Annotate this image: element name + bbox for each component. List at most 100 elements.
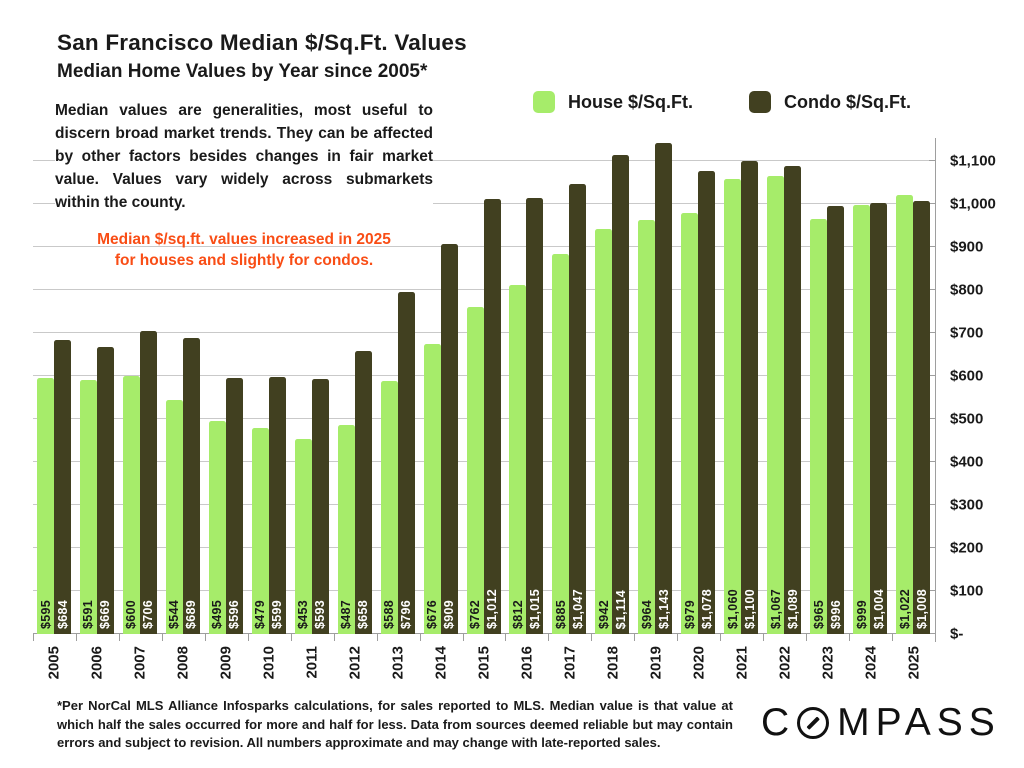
x-axis-tick: [634, 634, 636, 641]
x-axis-tick: [806, 634, 808, 641]
x-axis-year-label: 2015: [475, 646, 493, 680]
y-axis-label: $1,000: [950, 195, 996, 213]
bar-value-label: $495: [210, 599, 225, 629]
bar-house-2016: $812: [509, 285, 527, 634]
x-axis-tick: [892, 634, 894, 641]
year-group-2009: $495 $596 2009: [205, 140, 248, 679]
y-axis-label: $500: [950, 410, 984, 428]
y-axis-label: $300: [950, 496, 984, 514]
y-axis-label: $800: [950, 281, 984, 299]
bar-house-2014: $676: [423, 343, 441, 634]
plot-area: $- $100 $200 $300 $400 $500 $600 $700 $800 $900 $1…: [33, 138, 996, 679]
highlight-note-line2: for houses and slightly for condos.: [114, 252, 374, 269]
x-axis-year-label: 2016: [518, 646, 536, 680]
bar-value-label: $591: [81, 599, 96, 629]
bar-house-2025: $1,022: [896, 194, 914, 634]
x-axis-tick: [591, 634, 593, 641]
y-axis-tick: [929, 246, 936, 248]
x-axis-year-label: 2019: [647, 646, 665, 680]
bar-value-label: $999: [854, 599, 869, 629]
condo-swatch-icon: [749, 91, 772, 113]
bar-condo-2016: $1,015: [526, 198, 544, 634]
x-axis-year-label: 2021: [733, 646, 751, 680]
bar-condo-2005: $684: [54, 340, 71, 634]
compass-o-icon: [797, 707, 830, 739]
x-axis-year-label: 2014: [432, 646, 450, 680]
x-axis-year-label: 2023: [819, 646, 837, 680]
y-axis-label: $900: [950, 238, 984, 256]
legend-label-house: House $/Sq.Ft.: [568, 91, 694, 112]
legend-item-house: House $/Sq.Ft.: [533, 91, 693, 113]
year-group-2006: $591 $669 2006: [76, 140, 119, 679]
bar-condo-2013: $796: [397, 292, 415, 634]
bar-value-label: $669: [98, 599, 113, 629]
x-axis-year-label: 2007: [131, 646, 149, 680]
bar-value-label: $996: [828, 599, 843, 629]
x-axis-tick: [204, 634, 206, 641]
x-axis-year-label: 2012: [346, 646, 364, 680]
bar-condo-2011: $593: [311, 379, 329, 634]
bar-condo-2019: $1,143: [655, 143, 673, 634]
bar-value-label: $706: [141, 599, 156, 629]
page-subtitle: Median Home Values by Year since 2005*: [57, 61, 428, 82]
year-group-2011: $453 $593 2011: [291, 140, 334, 679]
bar-value-label: $1,143: [656, 588, 671, 629]
bar-value-label: $1,008: [914, 588, 929, 629]
bar-value-label: $487: [339, 599, 354, 629]
compass-needle-icon: [806, 716, 820, 730]
bar-value-label: $593: [313, 599, 328, 629]
x-axis-tick: [376, 634, 378, 641]
x-axis-tick: [677, 634, 679, 641]
x-axis-tick: [118, 634, 120, 641]
bar-value-label: $885: [553, 599, 568, 629]
x-axis-tick: [462, 634, 464, 641]
x-axis-year-label: 2010: [260, 646, 278, 680]
bar-value-label: $1,060: [725, 588, 740, 629]
gridline: [33, 160, 935, 162]
bar-value-label: $1,067: [768, 588, 783, 629]
y-axis-label: $400: [950, 453, 984, 471]
y-axis-label: $-: [950, 625, 964, 643]
bar-condo-2022: $1,089: [784, 166, 802, 634]
x-axis-year-label: 2011: [303, 646, 321, 679]
x-axis-tick: [720, 634, 722, 641]
bar-value-label: $689: [184, 599, 199, 629]
bar-condo-2018: $1,114: [612, 155, 630, 634]
x-axis-year-label: 2024: [862, 646, 880, 680]
compass-logo-prefix: C: [761, 701, 796, 744]
x-axis-tick: [75, 634, 77, 641]
bar-house-2018: $942: [595, 229, 613, 634]
year-group-2018: $942 $1,114 2018: [591, 140, 634, 679]
y-axis-tick: [929, 418, 936, 420]
year-group-2014: $676 $909 2014: [420, 140, 463, 679]
x-axis-year-label: 2005: [45, 646, 63, 680]
legend-item-condo: Condo $/Sq.Ft.: [749, 91, 911, 113]
x-axis-tick: [763, 634, 765, 641]
year-group-2010: $479 $599 2010: [248, 140, 291, 679]
y-axis-label: $700: [950, 324, 984, 342]
x-axis-year-label: 2025: [905, 646, 923, 680]
bar-house-2011: $453: [294, 439, 312, 634]
bar-house-2023: $965: [810, 219, 828, 634]
year-group-2025: $1,022 $1,008 2025: [892, 140, 935, 679]
y-axis-tick: [929, 203, 936, 205]
bar-house-2020: $979: [681, 213, 699, 634]
y-axis-label: $600: [950, 367, 984, 385]
bar-value-label: $964: [639, 599, 654, 629]
bar-condo-2023: $996: [827, 206, 845, 634]
bar-condo-2021: $1,100: [741, 161, 759, 634]
bar-value-label: $479: [253, 599, 268, 629]
y-axis-label: $200: [950, 539, 984, 557]
x-axis-year-label: 2020: [690, 646, 708, 680]
bar-house-2008: $544: [165, 400, 183, 634]
bar-condo-2025: $1,008: [913, 201, 931, 634]
year-group-2020: $979 $1,078 2020: [677, 140, 720, 679]
year-group-2016: $812 $1,015 2016: [505, 140, 548, 679]
x-axis-year-label: 2018: [604, 646, 622, 680]
description-text: Median values are generalities, most use…: [55, 99, 433, 214]
bar-house-2022: $1,067: [767, 175, 785, 634]
x-axis-tick: [161, 634, 163, 641]
year-group-2012: $487 $658 2012: [334, 140, 377, 679]
page-title: San Francisco Median $/Sq.Ft. Values: [57, 30, 467, 55]
bar-house-2006: $591: [79, 380, 97, 634]
